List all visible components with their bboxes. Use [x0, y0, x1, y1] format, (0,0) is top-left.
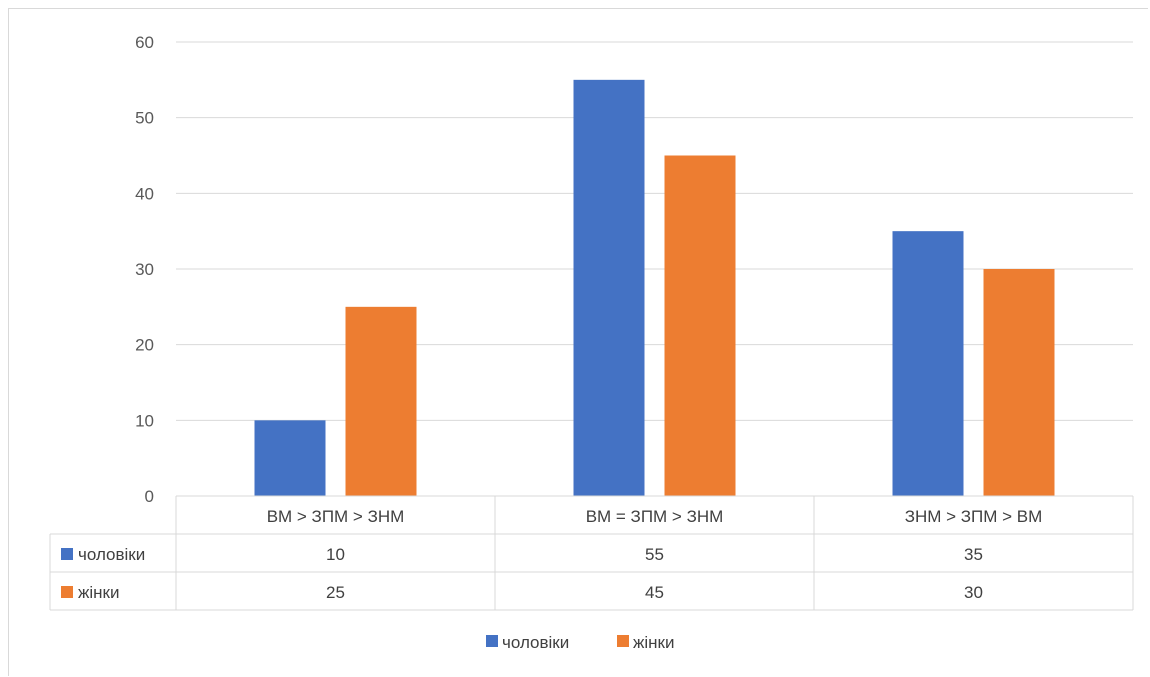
y-tick-label: 0 [145, 487, 154, 506]
legend-key-women [617, 635, 629, 647]
data-label: 25 [326, 583, 345, 602]
y-tick-label: 30 [135, 260, 154, 279]
data-label: 10 [326, 545, 345, 564]
table-series-label: чоловіки [78, 545, 145, 564]
bar-men [573, 79, 645, 496]
legend-key-men [486, 635, 498, 647]
data-label: 45 [645, 583, 664, 602]
table-legend-key [61, 586, 73, 598]
category-label: ВМ = ЗПМ > ЗНМ [586, 507, 724, 526]
table-legend-key [61, 548, 73, 560]
y-tick-label: 20 [135, 336, 154, 355]
legend-label: жінки [633, 633, 674, 652]
y-tick-label: 60 [135, 33, 154, 52]
y-axis-ticks: 0 10 20 30 40 50 60 [135, 33, 154, 506]
y-tick-label: 50 [135, 109, 154, 128]
legend: чоловіки жінки [486, 633, 674, 652]
category-label: ВМ > ЗПМ > ЗНМ [267, 507, 405, 526]
y-tick-label: 10 [135, 411, 154, 430]
bar-women [983, 269, 1055, 496]
legend-label: чоловіки [502, 633, 569, 652]
bar-men [254, 420, 326, 496]
bar-women [345, 306, 417, 496]
data-label: 30 [964, 583, 983, 602]
bar-men [892, 231, 964, 496]
bar-women [664, 155, 736, 496]
bars [254, 79, 1055, 496]
chart-frame [8, 8, 1148, 676]
data-label: 35 [964, 545, 983, 564]
table-series-label: жінки [78, 583, 119, 602]
data-label: 55 [645, 545, 664, 564]
category-label: ЗНМ > ЗПМ > ВМ [905, 507, 1043, 526]
data-table: ВМ > ЗПМ > ЗНМ ВМ = ЗПМ > ЗНМ ЗНМ > ЗПМ > … [49, 495, 1134, 611]
y-tick-label: 40 [135, 184, 154, 203]
